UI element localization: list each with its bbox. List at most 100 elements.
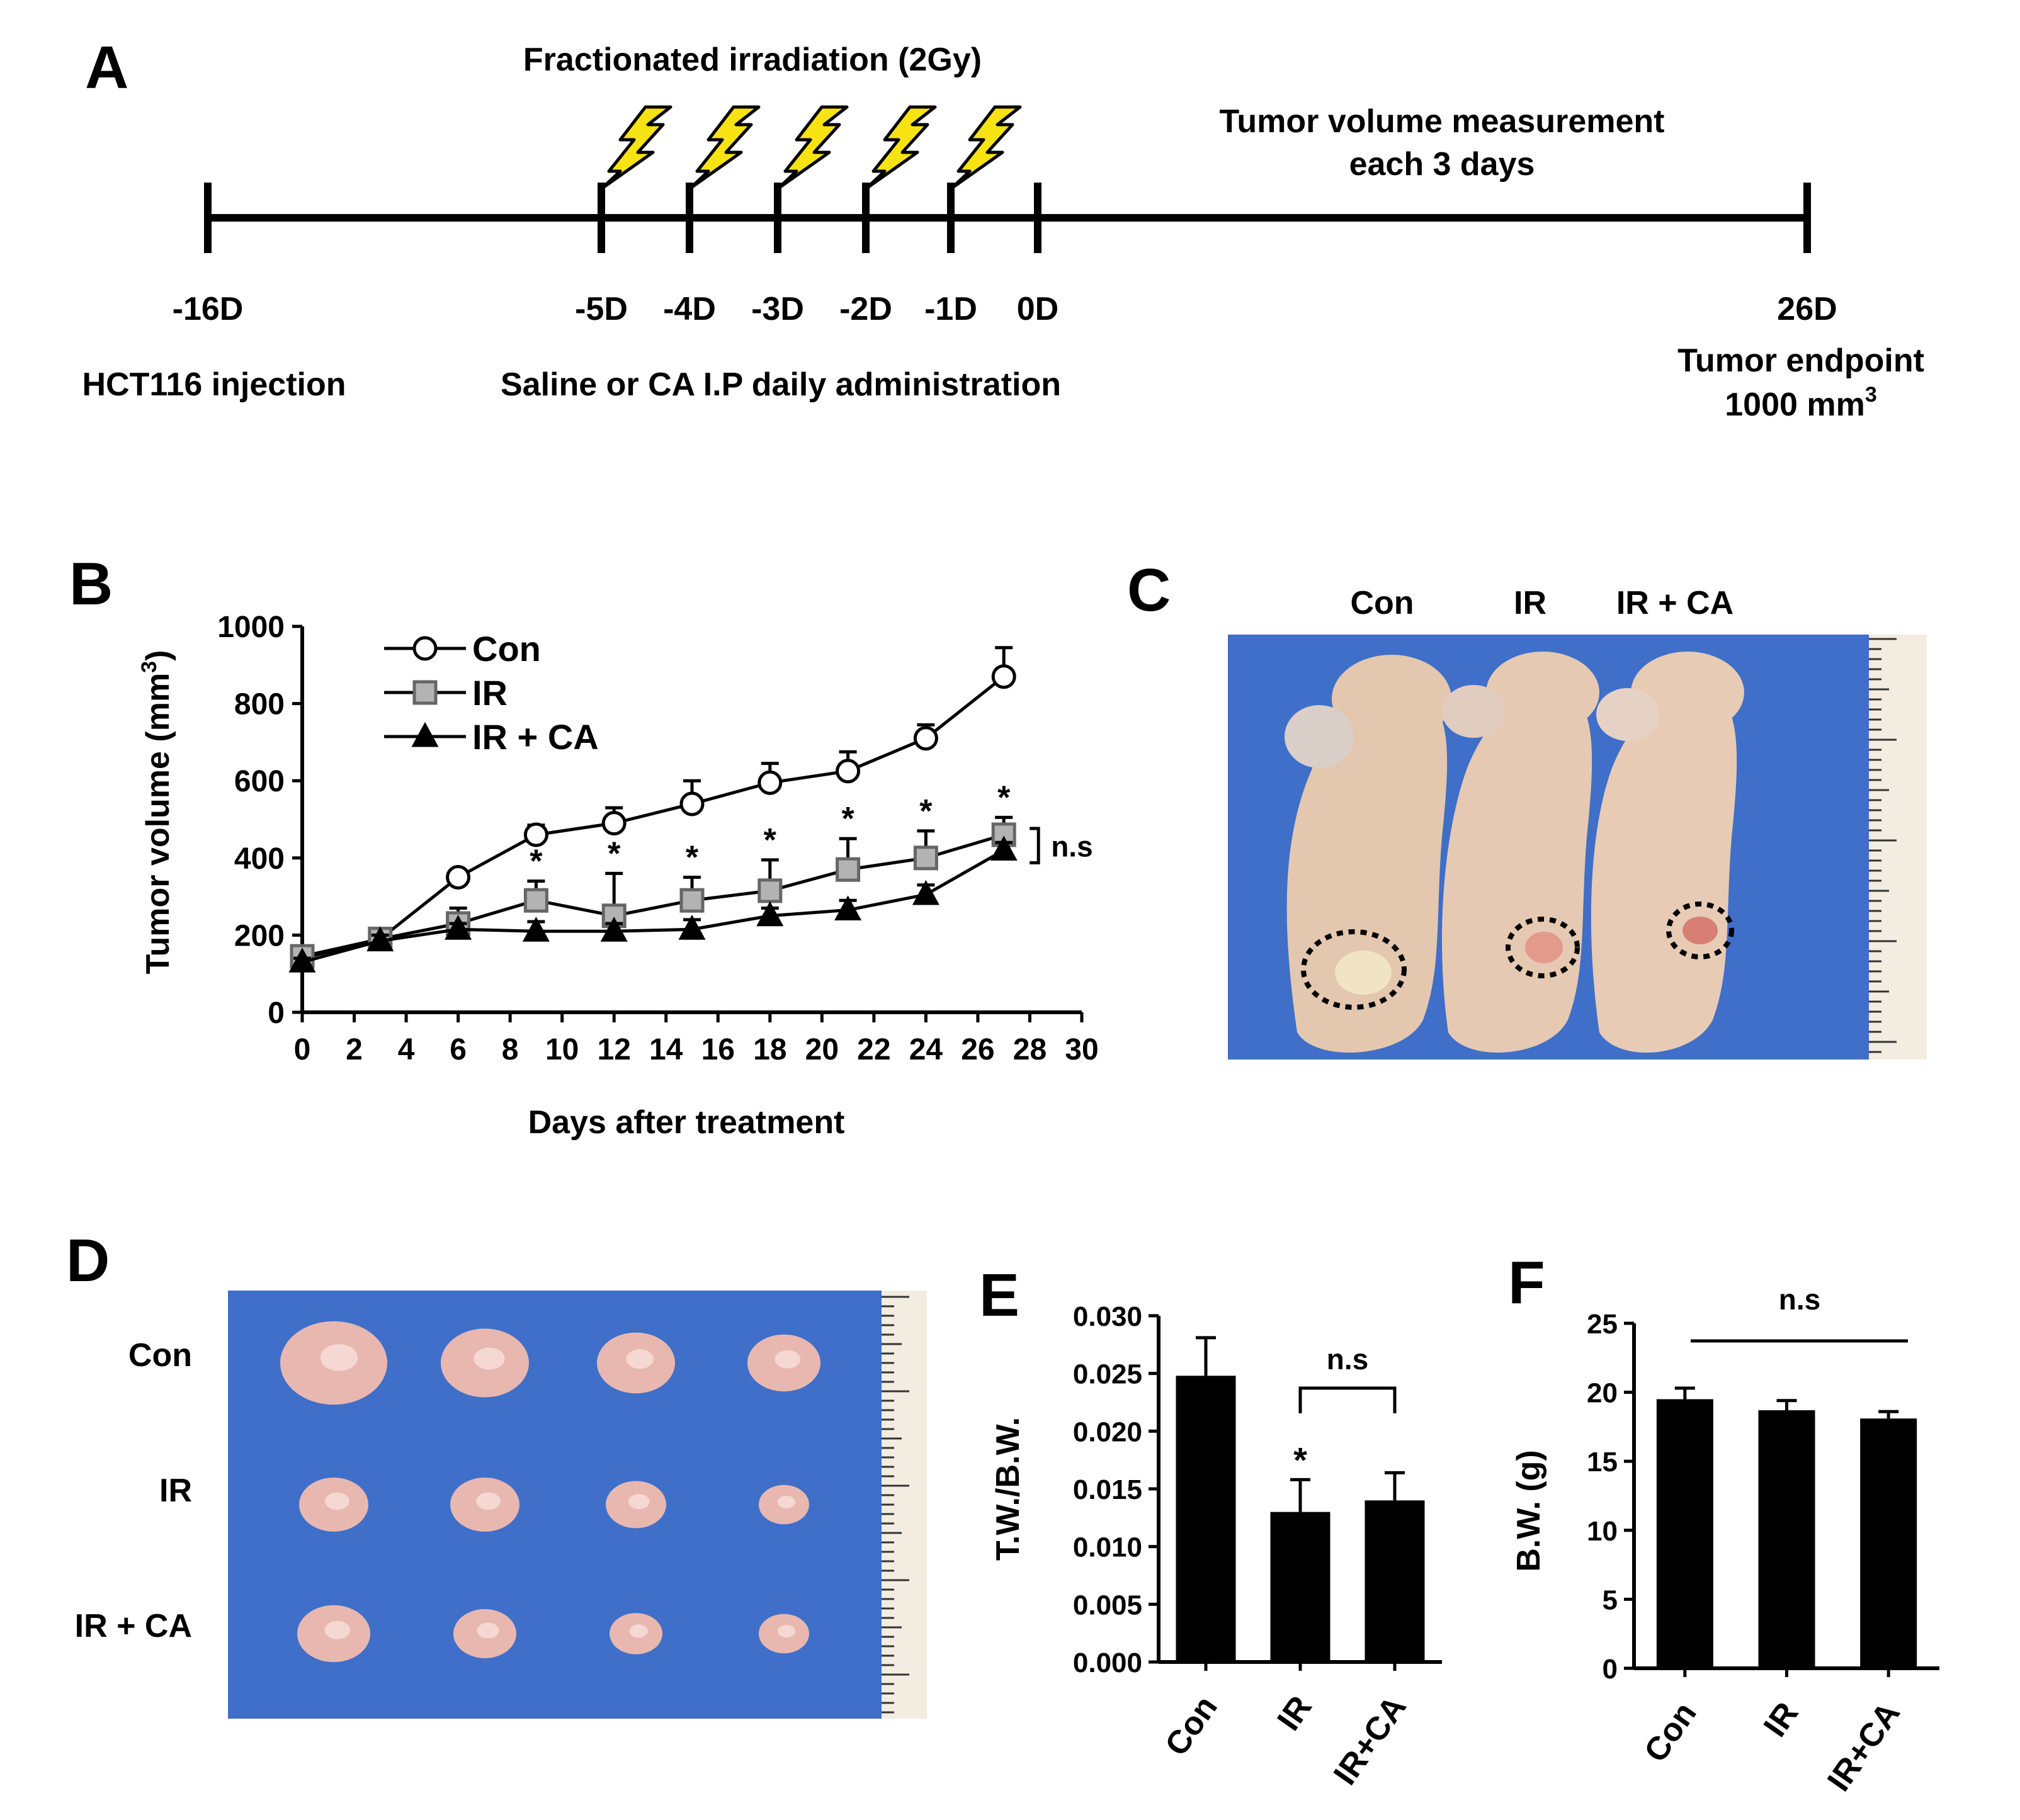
photo-d-row-label-ir: IR — [159, 1472, 192, 1509]
photo-d-row-label-irca: IR + CA — [75, 1608, 192, 1644]
mouse-head — [1486, 652, 1599, 733]
panel-a: A Fractionated irradiation (2Gy) Tumor v… — [82, 34, 1924, 423]
tumors-photo — [228, 1291, 927, 1719]
ruler-d-ticks — [882, 1296, 909, 1714]
lightning-bolt-icon — [776, 105, 849, 191]
ruler-c-ticks — [1869, 638, 1897, 1053]
y-tick-label: 0 — [1603, 1654, 1618, 1685]
panel-e: E 0.000 0.005 0.010 0.015 0.020 0.025 0.030 Con… — [979, 1262, 1442, 1792]
chart-e-ylabel: T.W./B.W. — [990, 1417, 1026, 1561]
mice-photo — [1228, 635, 1927, 1060]
timeline-tick-label: -1D — [924, 291, 977, 327]
panel-label-c: C — [1127, 557, 1171, 624]
data-point — [836, 759, 861, 784]
ns-label: n.s — [1779, 1283, 1820, 1316]
photo-c-label-ir: IR — [1514, 585, 1546, 621]
tumor-highlight — [474, 1347, 505, 1370]
mouse-irca — [1591, 652, 1744, 1053]
timeline-tick-label: 26D — [1777, 291, 1837, 327]
panel-b: B 0 2 4 6 8 10 12 14 16 18 20 22 24 26 28 3002004006008… — [69, 550, 1099, 1141]
endpoint-label-line1: Tumor endpoint — [1677, 342, 1924, 379]
x-tick-label: 26 — [961, 1033, 994, 1066]
tumor — [1682, 917, 1718, 944]
panel-label-a: A — [85, 34, 128, 101]
data-point — [445, 915, 472, 940]
x-tick-label: 24 — [909, 1033, 943, 1066]
timeline-ticks: -16D -5D -4D -3D -2D -1D 0D 26D — [173, 183, 1837, 327]
x-tick-label: IR — [1757, 1696, 1805, 1744]
significance-star: * — [530, 844, 543, 880]
series-con — [290, 646, 1016, 971]
tumor-highlight — [626, 1349, 654, 1369]
y-tick-label: 5 — [1603, 1585, 1618, 1615]
bar — [1270, 1512, 1331, 1662]
y-tick-label: 200 — [234, 919, 285, 952]
tumor-blobs — [280, 1321, 820, 1663]
lightning-bolt-icon — [864, 105, 937, 191]
y-tick-label: 0 — [268, 997, 285, 1030]
bar — [1365, 1500, 1425, 1662]
photo-c-label-con: Con — [1350, 585, 1414, 621]
tumor — [1525, 932, 1563, 963]
mouse-head — [1631, 652, 1744, 733]
measurement-label-line1: Tumor volume measurement — [1219, 103, 1664, 140]
mouse-ear — [1596, 688, 1659, 741]
y-tick-label: 20 — [1587, 1378, 1618, 1409]
data-point — [679, 791, 705, 817]
x-tick-label: 4 — [398, 1033, 415, 1066]
y-tick-label: 0.025 — [1073, 1359, 1142, 1390]
x-tick-label: 20 — [805, 1033, 839, 1066]
y-tick-label: 1000 — [217, 611, 285, 644]
mouse-body — [1442, 689, 1592, 1053]
data-point — [678, 915, 706, 940]
y-tick-label: 15 — [1587, 1447, 1618, 1478]
tumor-circle — [1506, 917, 1580, 978]
data-point — [366, 926, 394, 952]
x-tick-label: IR+CA — [1820, 1696, 1907, 1798]
lightning-bolt-icon — [949, 105, 1022, 191]
endpoint-value: 1000 mm — [1725, 387, 1865, 423]
x-tick-label: 30 — [1065, 1033, 1098, 1066]
photo-d-row-label-con: Con — [128, 1337, 192, 1374]
chart-b-ylabel-sup: 3 — [137, 661, 161, 673]
y-tick-label: 0.005 — [1073, 1590, 1142, 1620]
significance-star: * — [686, 839, 699, 876]
data-point — [913, 726, 938, 751]
data-point — [756, 901, 784, 927]
data-point — [523, 822, 548, 847]
series-ir — [290, 815, 1016, 969]
tumor-highlight — [324, 1620, 351, 1639]
y-tick-label: 10 — [1587, 1516, 1618, 1547]
timeline-tick-label: -16D — [173, 291, 244, 327]
x-tick-label: 8 — [502, 1033, 519, 1066]
x-tick-label: 16 — [701, 1033, 735, 1066]
x-tick-label: 12 — [598, 1033, 631, 1066]
panel-label-d: D — [66, 1227, 110, 1294]
series-ir-ca — [288, 835, 1018, 973]
tumor-highlight — [629, 1624, 648, 1638]
ns-label: n.s — [1051, 830, 1092, 862]
data-point — [522, 917, 550, 942]
x-tick-label: Con — [1158, 1690, 1224, 1763]
mouse-ir — [1442, 652, 1599, 1053]
y-tick-label: 0.010 — [1073, 1532, 1142, 1563]
measurement-label-line2: each 3 days — [1349, 146, 1535, 183]
data-point — [758, 878, 783, 903]
panel-label-e: E — [979, 1262, 1019, 1329]
bar — [1860, 1418, 1917, 1668]
lightning-bolts — [599, 105, 1022, 191]
timeline-tick-label: -5D — [575, 291, 628, 327]
tumor-highlight — [778, 1496, 795, 1508]
mouse-ear — [1442, 685, 1505, 738]
irradiation-label: Fractionated irradiation (2Gy) — [523, 42, 982, 78]
timeline-tick-label: -2D — [839, 291, 892, 327]
mouse-body — [1591, 689, 1737, 1053]
legend-marker — [412, 680, 438, 705]
x-tick-label: IR — [1270, 1690, 1319, 1738]
ns-bracket — [1298, 1386, 1397, 1413]
panel-f: F 0 5 10 15 20 25 Con IR IR+CA n.s B.W. (g) — [1508, 1249, 1939, 1798]
timeline-tick-label: -4D — [663, 291, 716, 327]
significance-star: * — [841, 801, 854, 837]
x-tick-label: 14 — [649, 1033, 683, 1066]
x-tick-label: 6 — [450, 1033, 467, 1066]
